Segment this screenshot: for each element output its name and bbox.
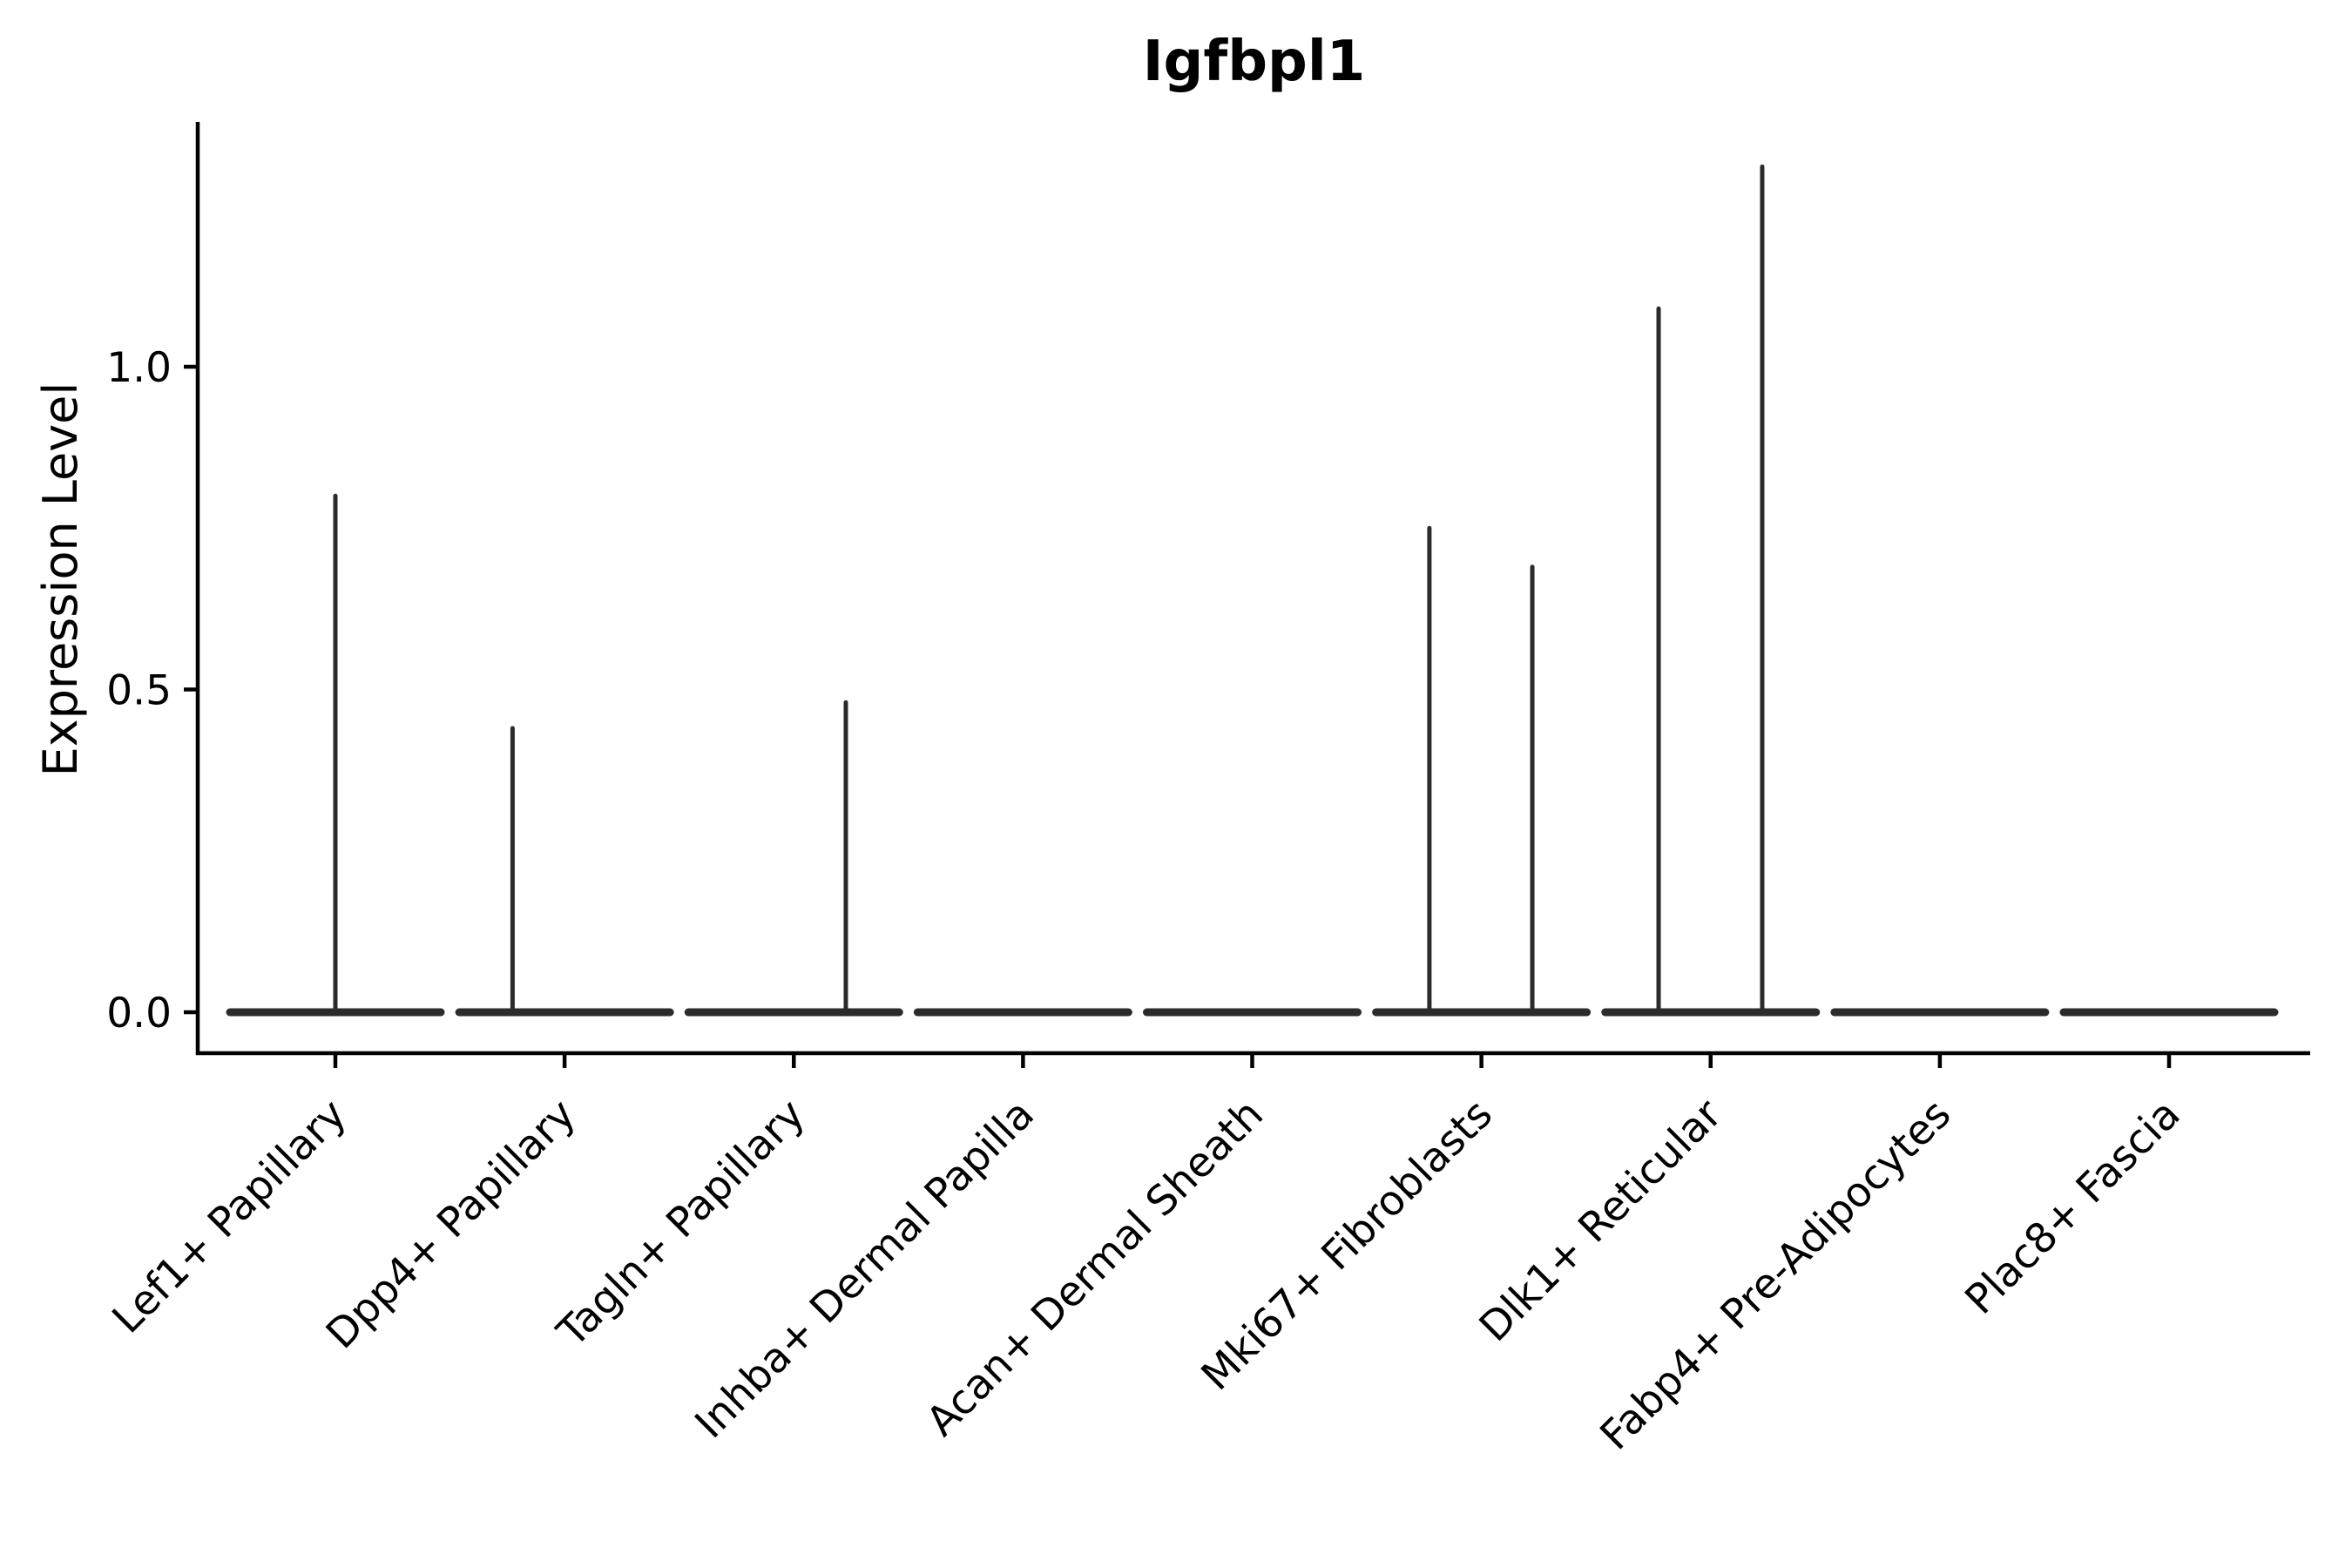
chart-title: Igfbpl1 [1142,30,1366,94]
x-category-label: Dlk1+ Reticular [1470,1090,1732,1351]
x-category-label: Plac8+ Fascia [1957,1091,2190,1324]
x-category-label: Lef1+ Papillary [104,1091,356,1343]
y-tick-label: 1.0 [106,344,172,392]
y-tick-label: 0.5 [106,667,172,715]
x-category-label: Dpp4+ Papillary [317,1091,585,1359]
x-category-label: Tagln+ Papillary [548,1091,814,1357]
y-tick-label: 0.0 [106,990,172,1037]
